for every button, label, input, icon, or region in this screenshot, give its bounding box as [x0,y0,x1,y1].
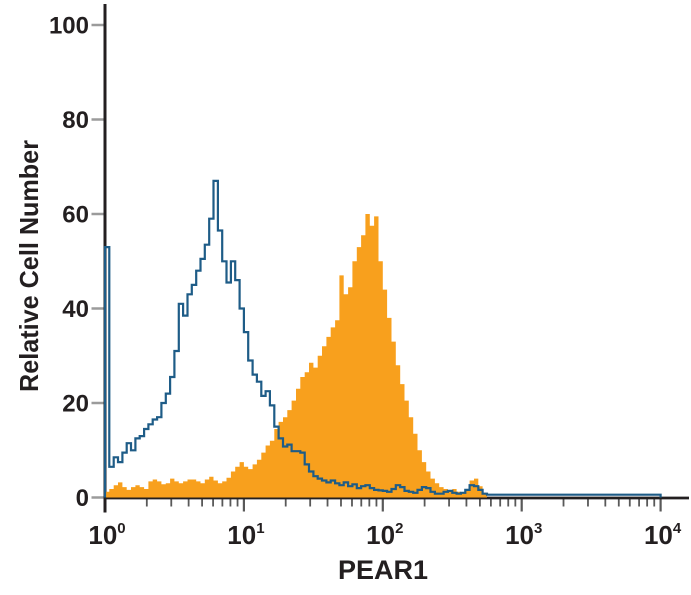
y-tick-label: 100 [49,13,89,40]
stained-filled-histogram [105,214,661,498]
x-tick-label: 101 [227,520,264,550]
x-tick-label: 102 [366,520,403,550]
y-tick-label: 60 [62,202,89,229]
x-axis-ticks: 100 101 102 103 104 [88,498,682,550]
y-tick-label: 20 [62,391,89,418]
control-open-histogram [103,179,662,498]
y-tick-label: 40 [62,296,89,323]
y-axis-title: Relative Cell Number [14,140,44,392]
x-tick-label: 104 [644,520,682,550]
x-tick-label: 103 [505,520,542,550]
x-axis-title: PEAR1 [338,555,428,585]
y-tick-label: 80 [62,107,89,134]
x-tick-label: 100 [88,520,125,550]
y-axis-ticks: 0 20 40 60 80 100 [49,13,104,512]
y-tick-label: 0 [76,485,89,512]
